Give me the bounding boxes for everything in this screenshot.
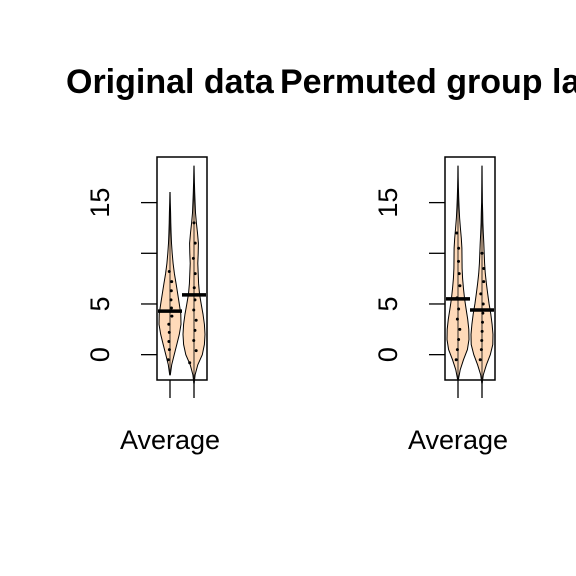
data-point: [455, 348, 459, 352]
data-point: [482, 280, 486, 284]
data-point: [457, 307, 461, 311]
data-point: [480, 320, 484, 324]
data-point: [167, 348, 171, 352]
data-point: [479, 348, 483, 352]
data-point: [169, 289, 173, 293]
data-point: [192, 286, 196, 290]
data-point: [167, 322, 171, 326]
data-point: [480, 251, 484, 255]
data-point: [191, 256, 195, 260]
data-point: [479, 292, 483, 296]
data-point: [480, 329, 484, 333]
data-point: [169, 298, 173, 302]
data-point: [458, 327, 462, 331]
y-tick-label: 0: [373, 347, 403, 362]
data-point: [455, 231, 459, 235]
data-point: [457, 337, 461, 341]
data-point: [481, 302, 485, 306]
y-tick-label: 15: [85, 188, 115, 218]
data-point: [188, 361, 192, 365]
plot-frame: [156, 156, 208, 381]
x-axis-label: Average: [120, 425, 220, 455]
data-point: [457, 272, 461, 276]
data-point: [170, 314, 174, 318]
data-point: [167, 339, 171, 343]
data-point: [192, 221, 196, 225]
y-tick-label: 0: [85, 347, 115, 362]
data-point: [481, 311, 485, 315]
x-axis-label: Average: [408, 425, 508, 455]
data-point: [455, 317, 459, 321]
data-point: [482, 267, 486, 270]
y-tick-label: 5: [85, 296, 115, 311]
data-point: [167, 330, 171, 334]
data-point: [456, 259, 460, 263]
data-point: [194, 349, 198, 353]
data-point: [193, 272, 197, 276]
data-point: [193, 298, 197, 302]
data-point: [193, 241, 197, 245]
data-point: [458, 284, 462, 288]
data-point: [167, 270, 171, 274]
chart-panel-1: Original data 0 5 15 Average: [66, 63, 275, 455]
chart-title: Permuted group labels: [280, 63, 576, 101]
data-point: [480, 338, 484, 342]
y-tick-label: 15: [373, 188, 403, 218]
chart-title: Original data: [66, 63, 275, 101]
data-point: [478, 358, 482, 362]
chart-panel-2: Permuted group labels 0 5 15 Average: [280, 63, 576, 455]
data-point: [192, 338, 196, 342]
data-point: [169, 306, 173, 310]
data-point: [166, 358, 170, 362]
data-point: [170, 280, 174, 284]
data-point: [194, 318, 198, 322]
data-point: [457, 246, 461, 250]
data-point: [193, 328, 197, 332]
data-point: [192, 308, 196, 312]
plot-frame: [444, 156, 496, 381]
data-point: [454, 358, 458, 362]
y-tick-label: 5: [373, 296, 403, 311]
